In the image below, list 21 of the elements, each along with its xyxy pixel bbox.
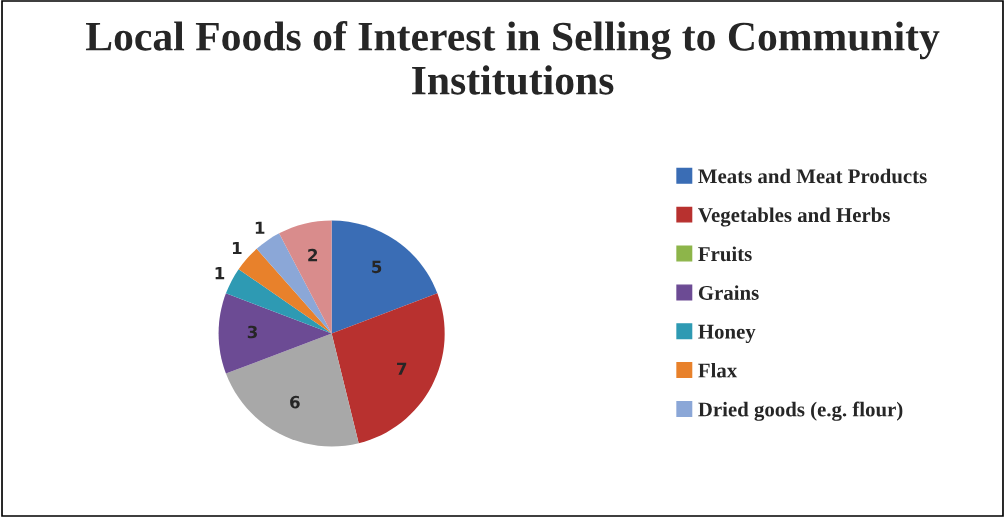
data-label: 1 (255, 221, 265, 234)
data-label: 1 (215, 267, 225, 280)
chart-title: Local Foods of Interest in Selling to Community Institutions (85, 20, 940, 95)
legend-label: Vegetables and Herbs (698, 207, 890, 227)
pie-slice (256, 233, 332, 334)
pie-slice (331, 220, 438, 334)
data-label: 5 (372, 260, 382, 274)
data-label: 6 (290, 395, 300, 409)
legend-label: Fruits (698, 246, 752, 262)
legend-label: Flax (698, 362, 738, 378)
pie-slice (218, 293, 332, 374)
data-label: 2 (308, 248, 318, 262)
data-label: 7 (397, 362, 407, 375)
pie-slice (279, 220, 332, 334)
legend-label: Dried goods (e.g. flour) (698, 401, 903, 421)
legend-label: Grains (698, 285, 759, 300)
legend-label: Meats and Meat Products (698, 168, 927, 184)
data-label: 1 (232, 241, 242, 255)
pie-slice (331, 293, 445, 444)
data-label: 3 (247, 325, 257, 339)
legend-label: Honey (698, 324, 756, 343)
